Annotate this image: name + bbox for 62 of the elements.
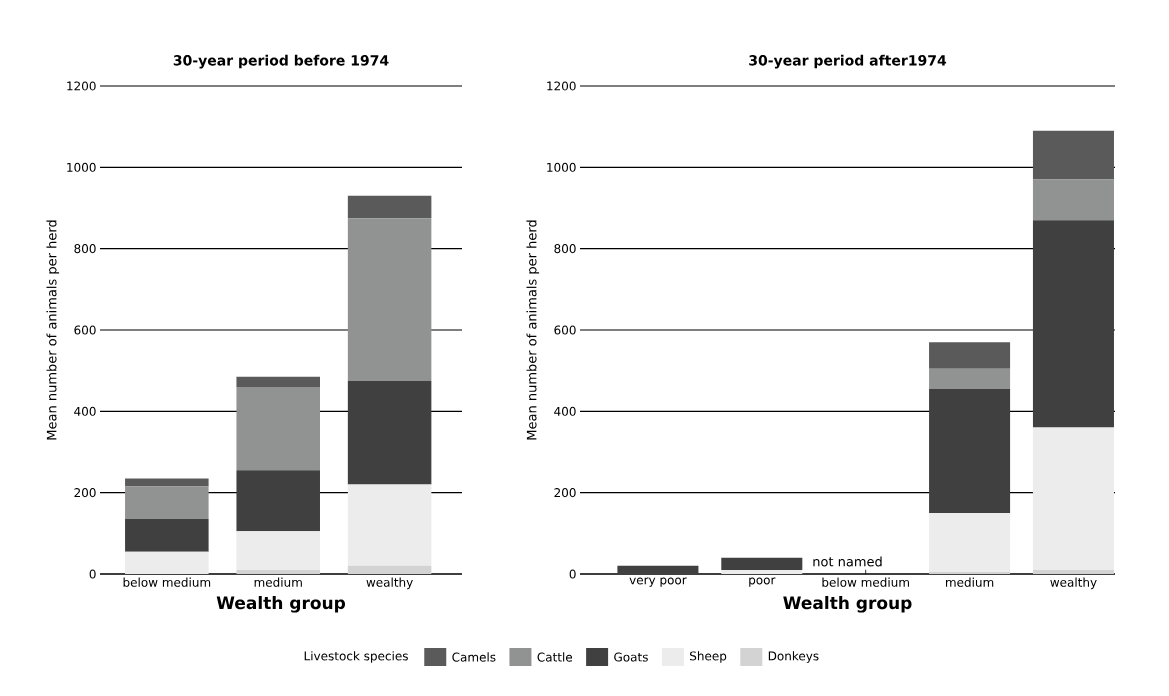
bar <box>125 486 209 520</box>
bar <box>929 513 1011 572</box>
y-tick-label: 400 <box>554 406 576 416</box>
bar <box>125 519 209 552</box>
chart-title: 30-year period after1974 <box>749 54 947 69</box>
bar <box>1032 569 1114 574</box>
bar <box>347 218 432 381</box>
y-axis-title: Mean number of animals per herd <box>46 220 60 440</box>
bar <box>929 342 1011 369</box>
x-axis-title: Wealth group <box>783 596 912 613</box>
y-tick-label: 1000 <box>67 162 96 172</box>
bar <box>347 565 432 574</box>
x-tick-label: wealthy <box>1050 577 1097 590</box>
bar <box>125 478 209 487</box>
bar <box>236 386 320 471</box>
bar <box>1032 220 1114 428</box>
y-tick-label: 1200 <box>67 81 96 91</box>
bar <box>236 531 320 570</box>
y-tick-label: 800 <box>554 244 576 254</box>
y-axis-title: Mean number of animals per herd <box>526 220 540 440</box>
y-tick-label: 600 <box>554 325 576 335</box>
x-axis-title: Wealth group <box>216 596 346 613</box>
chart-title: 30-year period before 1974 <box>173 54 389 69</box>
bar <box>617 565 699 574</box>
bar <box>1032 130 1114 180</box>
bar <box>236 376 320 387</box>
bar <box>929 368 1011 389</box>
bar <box>1032 179 1114 221</box>
y-tick-label: 400 <box>74 406 96 416</box>
legend-label: Sheep <box>690 651 727 663</box>
x-tick-label: medium <box>946 577 994 587</box>
x-tick-label: wealthy <box>366 577 413 590</box>
y-tick-label: 1200 <box>547 81 576 91</box>
y-tick-label: 800 <box>74 244 96 254</box>
bar <box>929 571 1011 574</box>
bar <box>347 484 432 566</box>
bar <box>1032 427 1114 570</box>
annotation: not named <box>813 556 882 567</box>
y-tick-label: 0 <box>569 569 576 579</box>
bar <box>236 470 320 532</box>
y-tick-label: 600 <box>74 325 96 335</box>
y-tick-label: 200 <box>74 488 96 498</box>
legend-label: Goats <box>614 652 648 662</box>
y-tick-label: 0 <box>89 569 96 579</box>
legend-label: Camels <box>452 652 496 662</box>
bar <box>721 557 803 570</box>
bar <box>236 569 320 574</box>
legend-label: Donkeys <box>768 651 819 663</box>
legend-label: Cattle <box>537 652 573 662</box>
bar <box>347 195 432 219</box>
x-tick-label: poor <box>749 577 776 587</box>
x-tick-label: very poor <box>629 577 687 587</box>
bar <box>347 380 432 485</box>
bar <box>721 569 803 574</box>
x-tick-label: below medium <box>822 577 909 587</box>
bar <box>125 551 209 574</box>
x-tick-label: medium <box>254 577 302 587</box>
y-tick-label: 1000 <box>547 162 576 172</box>
bar <box>929 388 1011 513</box>
legend-title: Livestock species <box>304 651 408 663</box>
y-tick-label: 200 <box>554 488 576 498</box>
x-tick-label: below medium <box>123 577 211 587</box>
